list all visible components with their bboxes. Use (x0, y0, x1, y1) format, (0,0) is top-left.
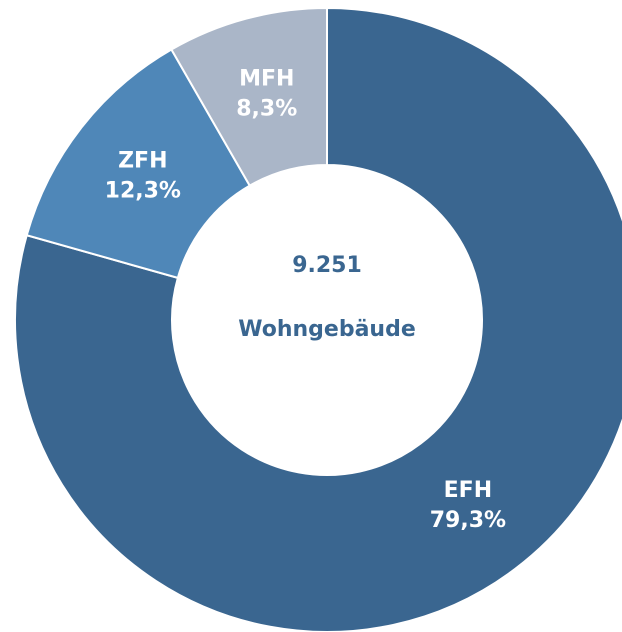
slice-name: EFH (444, 478, 492, 503)
center-label: Wohngebäude (238, 317, 416, 342)
donut-slice (25, 48, 252, 280)
slice-name: ZFH (118, 148, 167, 173)
donut-slice (170, 6, 328, 188)
donut-slice (14, 6, 622, 632)
slice-value: 79,3% (430, 508, 506, 533)
slice-name: MFH (239, 66, 294, 91)
slice-value: 12,3% (105, 178, 181, 203)
slice-value: 8,3% (236, 96, 297, 121)
center-value: 9.251 (292, 253, 362, 278)
